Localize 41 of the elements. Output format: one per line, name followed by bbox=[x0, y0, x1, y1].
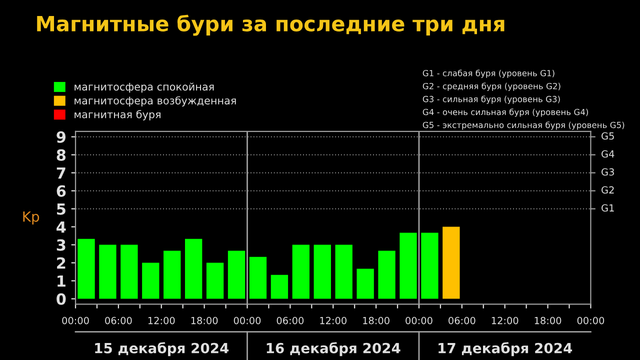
x-tick-label: 00:00 bbox=[62, 316, 89, 324]
ref-line-label: G2 bbox=[602, 186, 614, 194]
legend-label: магнитосфера возбужденная bbox=[74, 96, 236, 106]
legend-label: магнитосфера спокойная bbox=[74, 82, 214, 93]
y-tick-label: 1 bbox=[58, 275, 66, 287]
text: G2 - средняя буря (уровень G2) bbox=[422, 82, 560, 91]
legend-label: магнитная буря bbox=[74, 110, 160, 120]
text: G5 - экстремально сильная буря (уровень G5) bbox=[422, 122, 624, 130]
text: G1 - слабая буря (уровень G1) bbox=[422, 70, 554, 78]
y-tick-label: 5 bbox=[57, 203, 66, 215]
x-tick-label: 18:00 bbox=[534, 316, 562, 324]
y-tick-label: 4 bbox=[56, 221, 66, 233]
x-tick-label: 06:00 bbox=[448, 316, 476, 324]
text: 16 декабря 2024 bbox=[266, 342, 400, 356]
x-tick-label: 12:00 bbox=[320, 316, 346, 324]
ref-line-label: G1 bbox=[602, 204, 614, 212]
text: 15 декабря 2024 bbox=[95, 342, 229, 356]
text: G3 - сильная буря (уровень G3) bbox=[422, 96, 560, 104]
text: G4 - очень сильная буря (уровень G4) bbox=[422, 108, 588, 117]
ref-line-label: G5 bbox=[602, 132, 614, 140]
x-tick-label: 06:00 bbox=[276, 316, 304, 324]
y-tick-label: 7 bbox=[56, 167, 66, 179]
chart-title: Магнитные бури за последние три дня bbox=[37, 14, 504, 36]
ref-line-label: G4 bbox=[602, 150, 614, 158]
y-tick-label: 2 bbox=[57, 257, 66, 269]
x-tick-label: 18:00 bbox=[363, 316, 390, 324]
x-tick-label: 00:00 bbox=[406, 316, 432, 324]
ref-line-label: G3 bbox=[602, 168, 614, 176]
y-tick-label: 3 bbox=[56, 239, 66, 251]
y-tick-label: 9 bbox=[56, 131, 66, 143]
y-tick-label: 0 bbox=[56, 293, 66, 305]
y-axis-title: Kp bbox=[23, 212, 40, 225]
x-tick-label: 12:00 bbox=[148, 316, 175, 324]
y-tick-label: 6 bbox=[56, 185, 66, 197]
y-tick-label: 8 bbox=[56, 149, 66, 161]
x-tick-label: 12:00 bbox=[492, 316, 518, 324]
x-tick-label: 00:00 bbox=[234, 316, 261, 324]
text: 17 декабря 2024 bbox=[438, 342, 572, 356]
x-tick-label: 06:00 bbox=[105, 316, 132, 324]
x-tick-label: 18:00 bbox=[191, 316, 218, 324]
x-tick-label: 00:00 bbox=[577, 316, 604, 324]
